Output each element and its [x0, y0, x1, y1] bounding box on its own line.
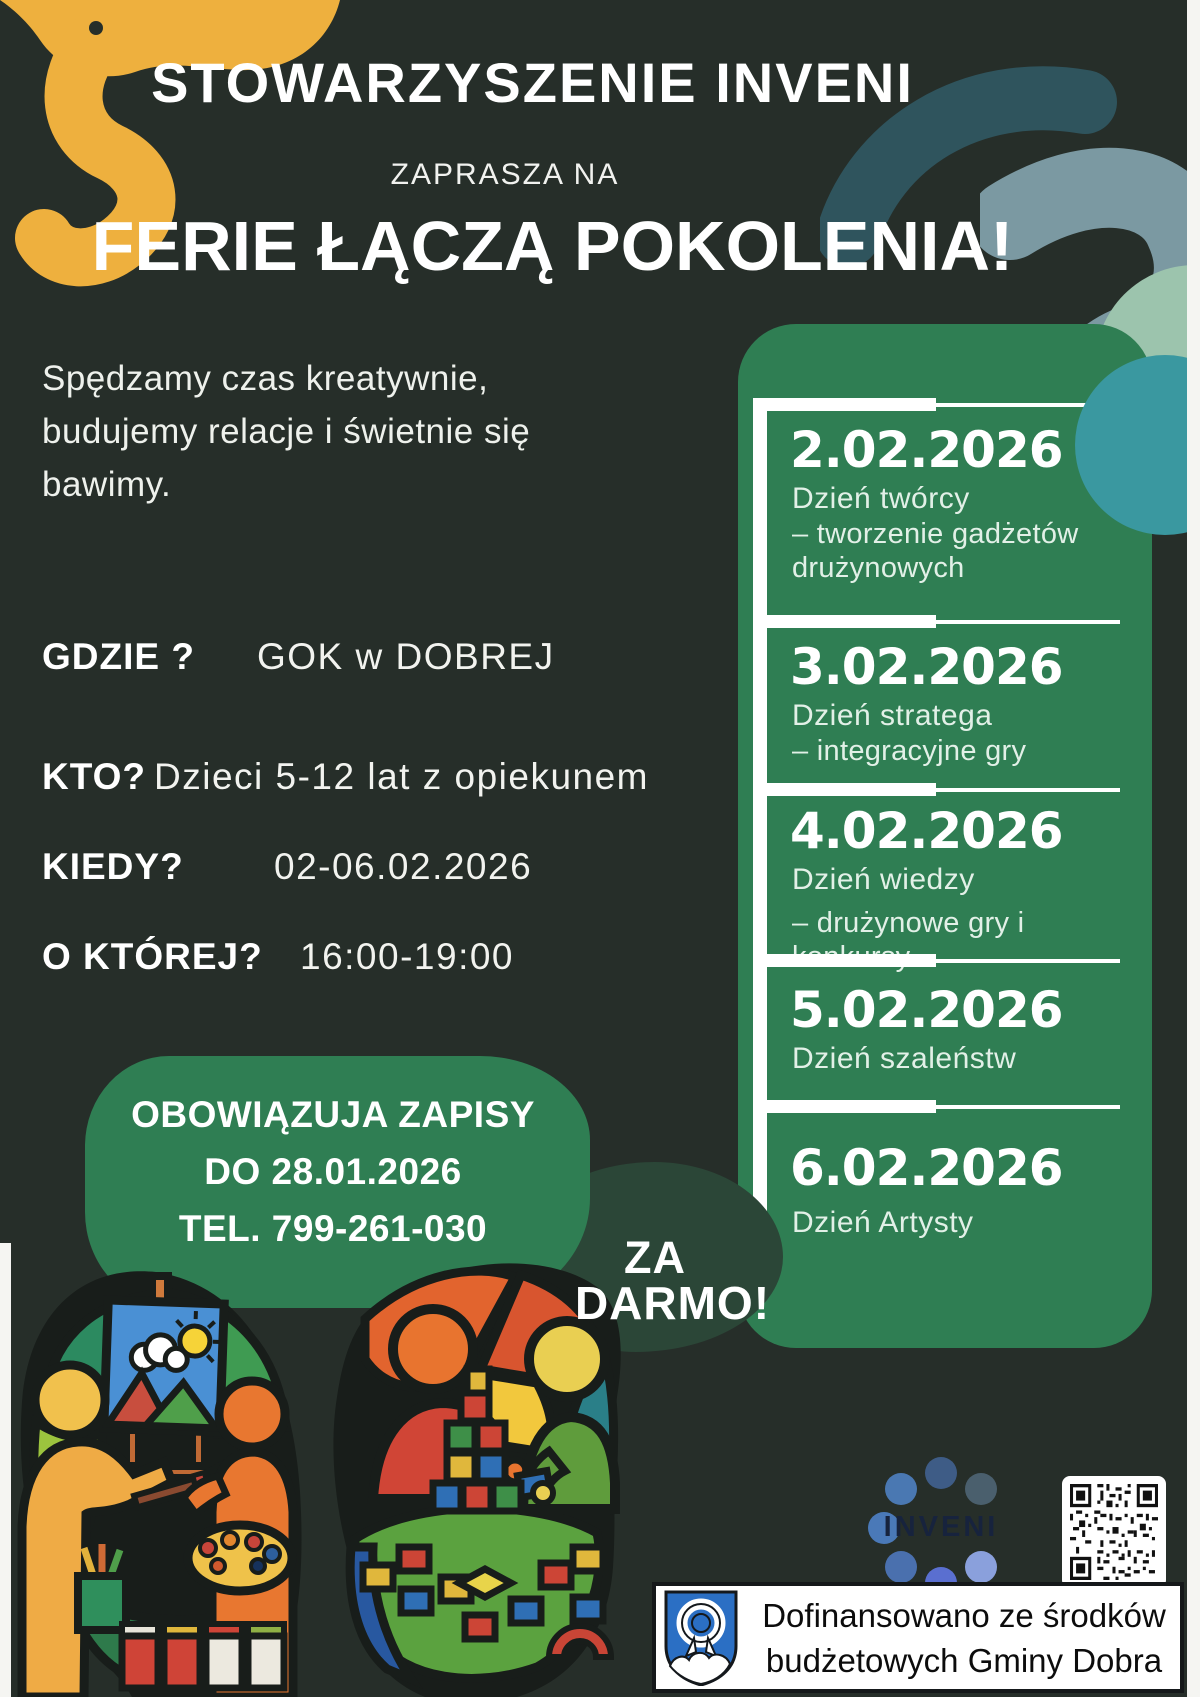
free-line-za: ZA: [624, 1232, 686, 1283]
intro-paragraph: Spędzamy czas kreatywnie, budujemy relac…: [42, 352, 662, 511]
gmina-dobra-coat-of-arms: [664, 1590, 738, 1686]
where-label: GDZIE ?: [42, 636, 195, 677]
logo-dot: [868, 1512, 900, 1544]
schedule-entry-4: 5.02.2026 Dzień szaleństw: [753, 954, 1145, 1077]
intro-line-2: budujemy relacje i świetnie się: [42, 412, 531, 451]
signup-line-1: OBOWIĄZUJA ZAPISY: [131, 1094, 535, 1135]
when-label: KIEDY?: [42, 846, 184, 887]
timeline-tick: [753, 615, 1145, 628]
signup-line-2: DO 28.01.2026: [204, 1151, 462, 1192]
schedule-entry-2: 3.02.2026 Dzień stratega – integracyjne …: [753, 615, 1145, 768]
signup-blob: OBOWIĄZUJA ZAPISY DO 28.01.2026 TEL. 799…: [85, 1056, 590, 1308]
schedule-date: 4.02.2026: [790, 802, 1064, 860]
schedule-date: 3.02.2026: [790, 638, 1064, 696]
signup-line-3: TEL. 799-261-030: [178, 1208, 488, 1249]
timeline-tick: [753, 783, 1145, 796]
time-value: 16:00-19:00: [300, 936, 515, 977]
timeline-tick: [753, 398, 1145, 411]
schedule-panel: 2.02.2026 Dzień twórcy – tworzenie gadże…: [738, 324, 1152, 1348]
schedule-day-desc: – tworzenie gadżetów drużynowych: [792, 518, 1079, 584]
logo-dot: [885, 1473, 917, 1505]
qr-code: [1062, 1476, 1166, 1588]
detail-row-when: KIEDY? 02-06.02.2026: [42, 846, 532, 888]
timeline-tick: [753, 954, 1145, 967]
schedule-day-desc: – integracyjne gry: [792, 735, 1027, 767]
schedule-entry-3: 4.02.2026 Dzień wiedzy – drużynowe gry i…: [753, 783, 1145, 974]
logo-wordmark: INVENI: [883, 1511, 999, 1543]
schedule-entry-1: 2.02.2026 Dzień twórcy – tworzenie gadże…: [753, 398, 1145, 585]
funding-line-1: Dofinansowano ze środków: [762, 1596, 1166, 1634]
funding-text: Dofinansowano ze środków budżetowych Gmi…: [754, 1593, 1174, 1683]
schedule-day-name: Dzień Artysty: [792, 1206, 974, 1239]
schedule-date: 2.02.2026: [790, 421, 1064, 479]
schedule-day-name: Dzień stratega: [792, 699, 993, 732]
scan-edge-left: [0, 1243, 11, 1697]
detail-row-who: KTO? Dzieci 5-12 lat z opiekunem: [42, 756, 649, 798]
invites-line: ZAPRASZA NA: [390, 158, 620, 191]
logo-dot: [965, 1551, 997, 1583]
poster-title: FERIE ŁĄCZĄ POKOLENIA!: [91, 207, 1014, 285]
intro-line-3: bawimy.: [42, 465, 172, 504]
logo-dot: [925, 1457, 957, 1489]
schedule-date: 6.02.2026: [790, 1139, 1064, 1197]
detail-row-where: GDZIE ? GOK w DOBREJ: [42, 636, 555, 678]
timeline-tick: [753, 1100, 1145, 1113]
free-line-darmo: DARMO!: [574, 1277, 771, 1329]
where-value: GOK w DOBREJ: [257, 636, 555, 677]
organization-name: STOWARZYSZENIE INVENI: [151, 51, 914, 114]
who-label: KTO?: [42, 756, 147, 797]
painting-illustration: [17, 1271, 302, 1697]
who-value: Dzieci 5-12 lat z opiekunem: [154, 756, 649, 797]
when-value: 02-06.02.2026: [274, 846, 533, 887]
intro-line-1: Spędzamy czas kreatywnie,: [42, 359, 489, 398]
inveni-dots-logo: INVENI: [868, 1455, 1014, 1601]
scan-edge-right: [1187, 0, 1200, 1697]
qr-pattern: [1070, 1484, 1158, 1580]
schedule-day-name: Dzień wiedzy: [792, 863, 975, 896]
schedule-day-name: Dzień twórcy: [792, 482, 970, 515]
schedule-day-name: Dzień szaleństw: [792, 1042, 1017, 1075]
timeline-vertical-bar: [753, 404, 767, 1228]
funding-box: Dofinansowano ze środków budżetowych Gmi…: [652, 1582, 1184, 1693]
signup-text: OBOWIĄZUJA ZAPISY DO 28.01.2026 TEL. 799…: [93, 1086, 573, 1257]
detail-row-time: O KTÓREJ? 16:00-19:00: [42, 936, 514, 978]
schedule-date: 5.02.2026: [790, 981, 1064, 1039]
schedule-entry-5: 6.02.2026 Dzień Artysty: [753, 1100, 1145, 1241]
time-label: O KTÓREJ?: [42, 936, 263, 977]
funding-line-2: budżetowych Gminy Dobra: [765, 1641, 1163, 1679]
logo-dot: [885, 1551, 917, 1583]
logo-dot: [965, 1473, 997, 1505]
